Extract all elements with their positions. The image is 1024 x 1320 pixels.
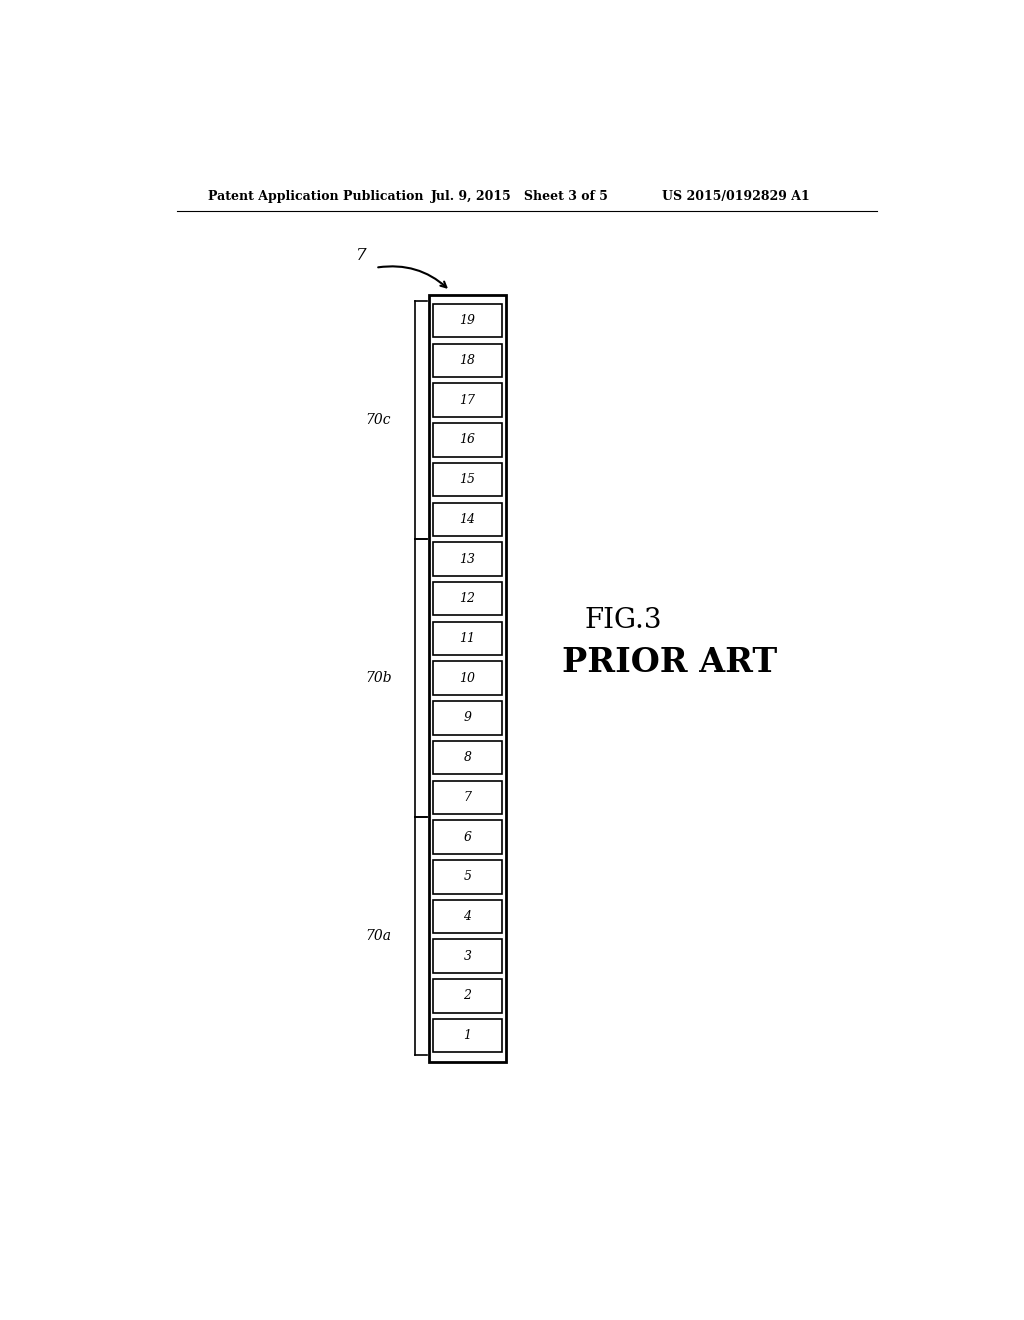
Text: 10: 10 xyxy=(460,672,475,685)
Bar xyxy=(433,701,502,735)
Text: FIG.3: FIG.3 xyxy=(585,607,663,634)
Text: 8: 8 xyxy=(464,751,471,764)
Text: 9: 9 xyxy=(464,711,471,725)
Bar xyxy=(429,294,506,1061)
Text: PRIOR ART: PRIOR ART xyxy=(562,647,777,680)
Text: 19: 19 xyxy=(460,314,475,327)
Text: 14: 14 xyxy=(460,512,475,525)
Bar xyxy=(433,383,502,417)
Text: US 2015/0192829 A1: US 2015/0192829 A1 xyxy=(662,190,810,203)
Bar xyxy=(433,859,502,894)
Text: 70b: 70b xyxy=(366,671,392,685)
Text: 70a: 70a xyxy=(366,929,391,944)
Bar xyxy=(433,940,502,973)
Text: 15: 15 xyxy=(460,473,475,486)
Bar xyxy=(433,304,502,338)
Bar xyxy=(433,780,502,814)
Text: 17: 17 xyxy=(460,393,475,407)
Bar xyxy=(433,820,502,854)
Text: 4: 4 xyxy=(464,909,471,923)
Bar xyxy=(433,582,502,615)
Text: 18: 18 xyxy=(460,354,475,367)
Text: 5: 5 xyxy=(464,870,471,883)
Bar xyxy=(433,503,502,536)
Text: 2: 2 xyxy=(464,990,471,1002)
Bar xyxy=(433,741,502,775)
Text: 6: 6 xyxy=(464,830,471,843)
Bar xyxy=(433,343,502,378)
Text: 7: 7 xyxy=(356,247,367,264)
Bar xyxy=(433,463,502,496)
Bar xyxy=(433,661,502,694)
Text: 70c: 70c xyxy=(366,413,391,426)
Text: 16: 16 xyxy=(460,433,475,446)
Bar xyxy=(433,622,502,655)
Text: 13: 13 xyxy=(460,553,475,565)
Text: 12: 12 xyxy=(460,593,475,605)
Bar xyxy=(433,543,502,576)
Text: 11: 11 xyxy=(460,632,475,645)
Bar xyxy=(433,1019,502,1052)
Bar xyxy=(433,900,502,933)
Text: Jul. 9, 2015   Sheet 3 of 5: Jul. 9, 2015 Sheet 3 of 5 xyxy=(431,190,608,203)
Bar xyxy=(433,979,502,1012)
Text: 7: 7 xyxy=(464,791,471,804)
Text: 1: 1 xyxy=(464,1030,471,1041)
Text: Patent Application Publication: Patent Application Publication xyxy=(208,190,423,203)
Text: 3: 3 xyxy=(464,949,471,962)
Bar xyxy=(433,424,502,457)
